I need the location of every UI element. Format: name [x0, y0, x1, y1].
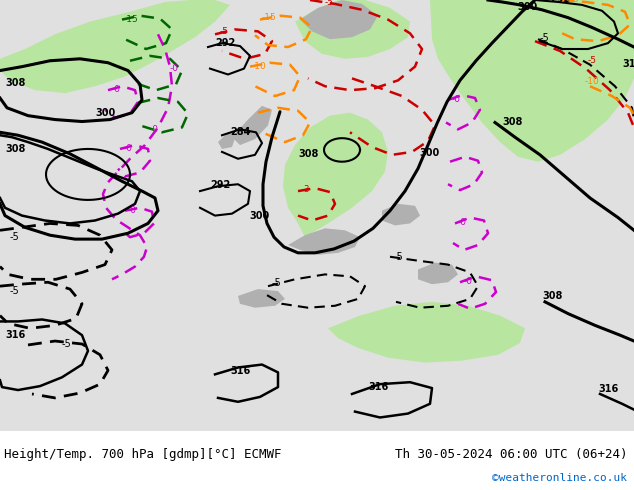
Text: -5: -5	[325, 0, 334, 7]
Text: -5: -5	[220, 27, 229, 36]
Text: -5: -5	[62, 339, 72, 349]
Polygon shape	[232, 106, 272, 145]
Text: 300: 300	[518, 2, 538, 12]
Polygon shape	[300, 0, 378, 39]
Text: -5: -5	[394, 252, 404, 262]
Text: -0: -0	[170, 64, 179, 73]
Text: 308: 308	[5, 78, 25, 88]
Polygon shape	[495, 0, 634, 41]
Text: Height/Temp. 700 hPa [gdmp][°C] ECMWF: Height/Temp. 700 hPa [gdmp][°C] ECMWF	[4, 448, 281, 461]
Text: 300: 300	[95, 108, 115, 118]
Text: 300: 300	[250, 211, 270, 220]
Text: Th 30-05-2024 06:00 UTC (06+24): Th 30-05-2024 06:00 UTC (06+24)	[395, 448, 628, 461]
Text: -5: -5	[10, 286, 20, 296]
Text: -5: -5	[588, 56, 597, 65]
Polygon shape	[288, 228, 360, 255]
Text: -5: -5	[540, 33, 550, 43]
Polygon shape	[382, 204, 420, 225]
Text: -5: -5	[272, 278, 281, 288]
Polygon shape	[295, 0, 410, 59]
Text: -0: -0	[128, 206, 137, 215]
Text: 308: 308	[298, 149, 318, 159]
Text: 316: 316	[230, 367, 250, 376]
Polygon shape	[238, 289, 285, 308]
Text: 316: 316	[368, 382, 388, 392]
Text: -3: -3	[302, 185, 311, 194]
Text: 308: 308	[502, 118, 522, 127]
Text: -0: -0	[458, 219, 467, 227]
Text: ©weatheronline.co.uk: ©weatheronline.co.uk	[492, 473, 627, 483]
Text: -15: -15	[262, 13, 277, 22]
Text: -15: -15	[124, 15, 139, 24]
Polygon shape	[430, 0, 634, 162]
Text: 292: 292	[550, 0, 570, 4]
Text: 292: 292	[210, 180, 230, 190]
Polygon shape	[218, 132, 236, 149]
Text: -0: -0	[150, 125, 159, 134]
Polygon shape	[418, 263, 458, 284]
Text: -0: -0	[464, 277, 473, 286]
Text: -0: -0	[112, 85, 121, 94]
Text: -0: -0	[124, 144, 133, 153]
Text: -5: -5	[10, 232, 20, 242]
Text: 316: 316	[5, 330, 25, 340]
Text: 308: 308	[5, 144, 25, 154]
Polygon shape	[283, 113, 388, 237]
Text: 300: 300	[420, 148, 440, 158]
Text: -0: -0	[452, 95, 461, 104]
Polygon shape	[328, 302, 525, 363]
Text: -15: -15	[565, 0, 579, 4]
Polygon shape	[0, 0, 230, 93]
Text: 284: 284	[230, 127, 250, 137]
Text: 292: 292	[215, 38, 235, 48]
Text: 316: 316	[598, 384, 618, 394]
Text: 31: 31	[622, 59, 634, 69]
Text: -10: -10	[585, 77, 600, 86]
Text: -10: -10	[252, 62, 267, 71]
Text: 308: 308	[542, 291, 562, 301]
